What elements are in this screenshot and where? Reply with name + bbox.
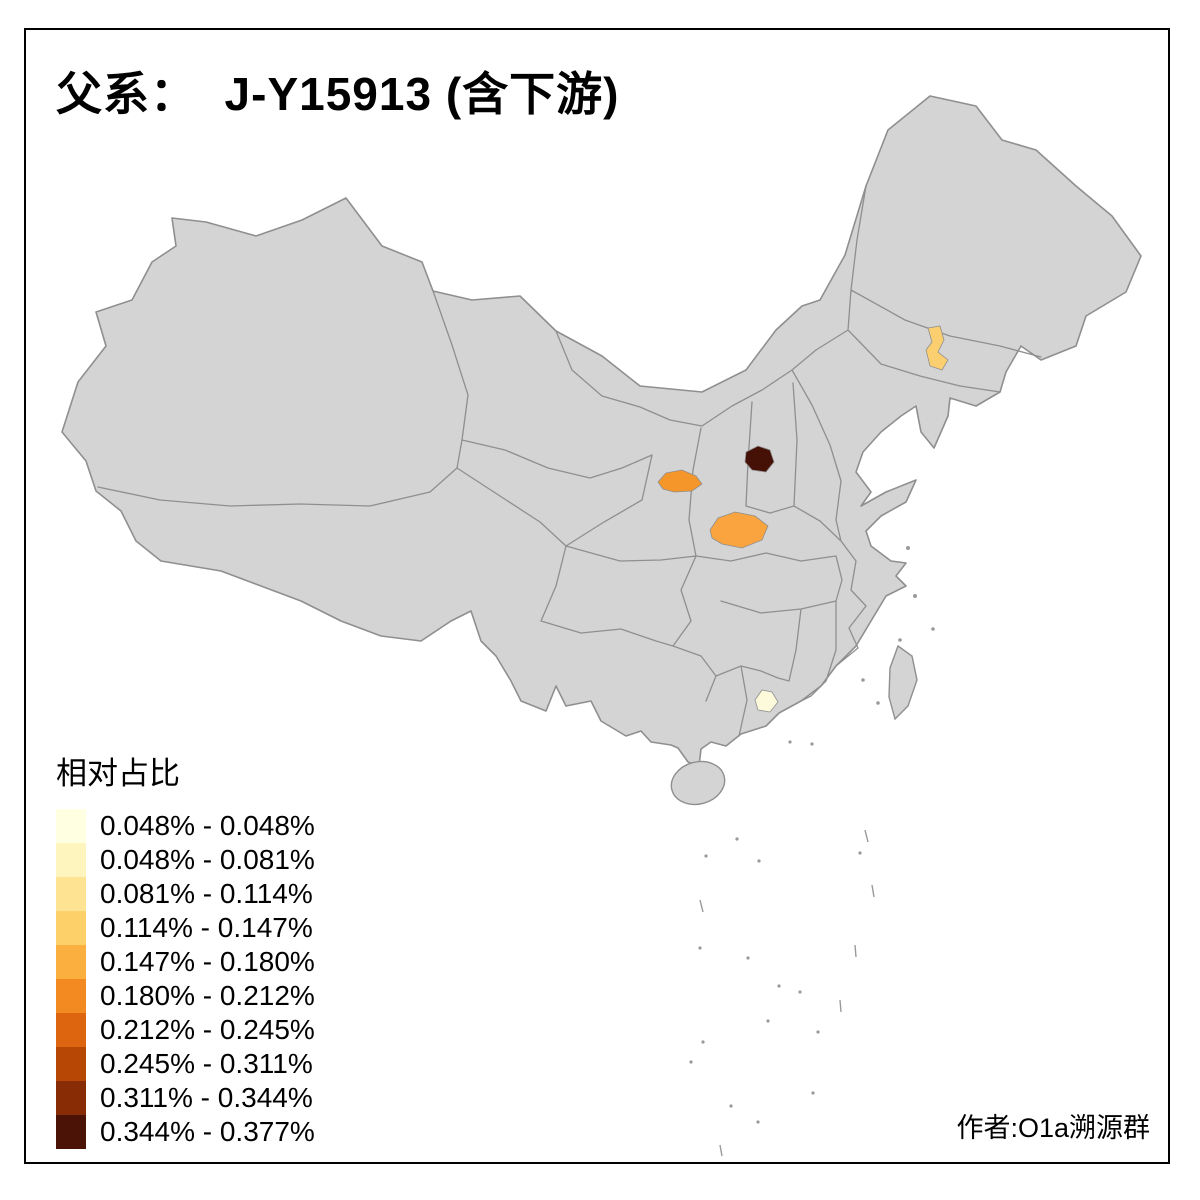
legend-item: 0.048% - 0.048% xyxy=(56,809,315,843)
legend-item: 0.114% - 0.147% xyxy=(56,911,315,945)
legend-item: 0.081% - 0.114% xyxy=(56,877,315,911)
legend-swatch-icon xyxy=(56,1081,86,1115)
taiwan-island xyxy=(888,644,918,721)
legend-swatch-icon xyxy=(56,843,86,877)
small-islands xyxy=(689,546,935,1124)
legend-swatch-icon xyxy=(56,809,86,843)
legend-swatch-icon xyxy=(56,1115,86,1149)
legend-swatch-icon xyxy=(56,911,86,945)
highlight-region-liaoning xyxy=(925,325,949,371)
legend-item: 0.212% - 0.245% xyxy=(56,1013,315,1047)
legend-item-label: 0.081% - 0.114% xyxy=(100,878,313,909)
sea-dash-lines xyxy=(699,829,875,1157)
legend-item-label: 0.147% - 0.180% xyxy=(100,946,315,977)
highlight-region-guangdong xyxy=(754,689,779,713)
legend-item: 0.048% - 0.081% xyxy=(56,843,315,877)
legend-swatch-icon xyxy=(56,979,86,1013)
legend-swatch-icon xyxy=(56,877,86,911)
legend-swatch-icon xyxy=(56,1013,86,1047)
highlight-region-south-shaanxi xyxy=(709,511,769,549)
legend-item: 0.180% - 0.212% xyxy=(56,979,315,1013)
legend-item-label: 0.114% - 0.147% xyxy=(100,912,313,943)
legend-swatch-icon xyxy=(56,945,86,979)
legend-item: 0.311% - 0.344% xyxy=(56,1081,315,1115)
page-title: 父系： J-Y15913 (含下游) xyxy=(56,68,620,120)
hainan-island xyxy=(670,760,726,806)
legend-item-label: 0.180% - 0.212% xyxy=(100,980,315,1011)
legend-item-label: 0.311% - 0.344% xyxy=(100,1082,313,1113)
author-credit: 作者:O1a溯源群 xyxy=(956,1113,1150,1143)
legend-title: 相对占比 xyxy=(56,756,180,791)
legend-item: 0.147% - 0.180% xyxy=(56,945,315,979)
legend-item: 0.344% - 0.377% xyxy=(56,1115,315,1149)
legend-item-label: 0.344% - 0.377% xyxy=(100,1116,315,1147)
legend-item-label: 0.212% - 0.245% xyxy=(100,1014,315,1045)
legend-item-label: 0.048% - 0.081% xyxy=(100,844,315,875)
china-mainland-shape xyxy=(61,95,1142,767)
legend-item: 0.245% - 0.311% xyxy=(56,1047,315,1081)
legend-swatch-icon xyxy=(56,1047,86,1081)
legend-item-label: 0.048% - 0.048% xyxy=(100,810,315,841)
highlight-region-southeast-gansu xyxy=(657,469,703,493)
legend: 相对占比 0.048% - 0.048% 0.048% - 0.081% 0.0… xyxy=(56,748,315,1149)
highlight-region-southwest-shanxi xyxy=(744,445,775,473)
legend-item-label: 0.245% - 0.311% xyxy=(100,1048,313,1079)
